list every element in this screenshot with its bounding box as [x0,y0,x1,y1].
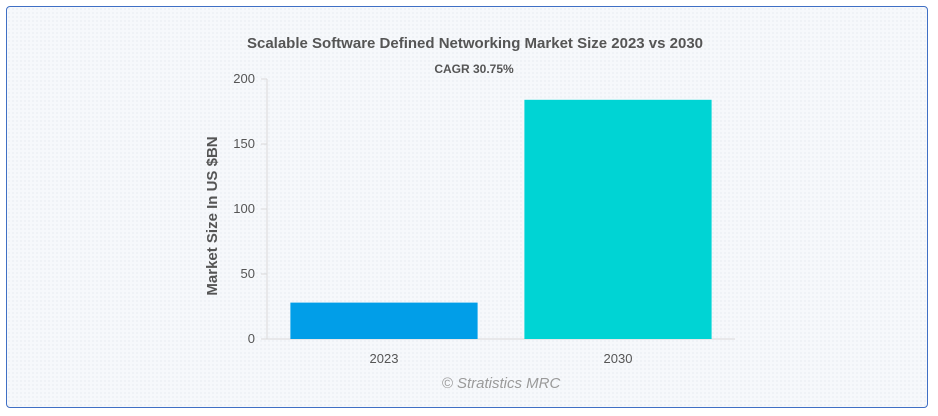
y-tick-label: 200 [233,71,255,86]
bars-group [290,99,712,339]
watermark: © Stratistics MRC [442,375,561,392]
y-tick-label: 150 [233,136,255,151]
y-axis-ticks: 0 50 100 150 200 [233,71,267,346]
y-axis-label: Market Size In US $BN [204,136,221,295]
x-tick-label: 2023 [370,351,399,366]
y-tick-label: 100 [233,201,255,216]
x-axis-ticks: 2023 2030 [370,351,633,366]
chart-title: Scalable Software Defined Networking Mar… [247,35,703,52]
x-tick-label: 2030 [604,351,633,366]
chart-container: Scalable Software Defined Networking Mar… [6,6,928,408]
y-tick-label: 50 [241,266,255,281]
bar-2023 [290,302,478,339]
chart-subtitle: CAGR 30.75% [434,62,514,76]
bar-2030 [524,99,712,339]
y-tick-label: 0 [248,331,255,346]
chart-svg: Scalable Software Defined Networking Mar… [204,35,735,392]
